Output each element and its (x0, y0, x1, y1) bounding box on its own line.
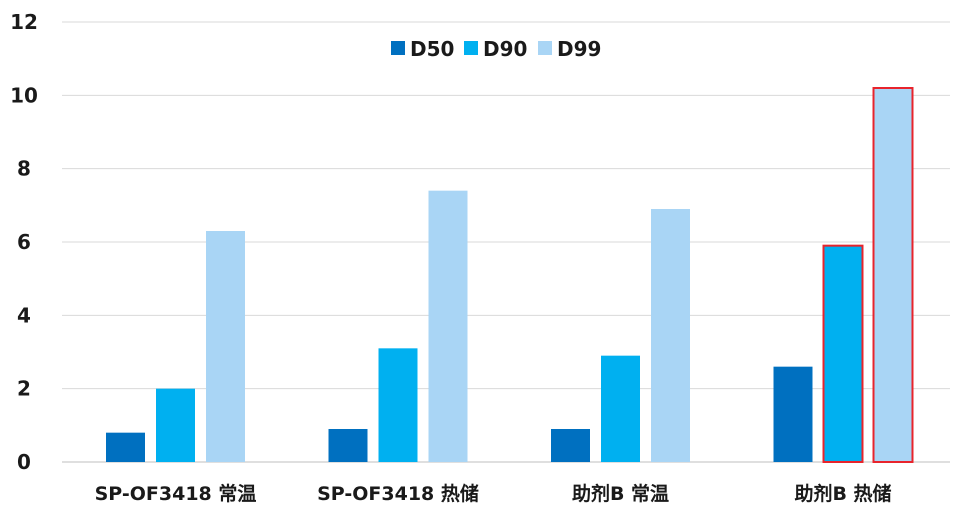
legend: D50 D90 D99 (391, 37, 601, 61)
legend-label-d50: D50 (410, 37, 454, 61)
bar-d50 (328, 429, 368, 462)
bars (106, 87, 914, 463)
bar-d99 (651, 209, 690, 462)
bar-d50 (773, 366, 813, 462)
grid-lines (62, 21, 950, 463)
bar-d99 (428, 190, 468, 462)
bar-d99-highlighted (872, 87, 914, 463)
legend-swatch-d90 (464, 41, 478, 55)
bar-d50 (106, 432, 145, 462)
y-tick-label: 6 (17, 230, 31, 254)
legend-label-d99: D99 (557, 37, 601, 61)
bar-d90 (378, 348, 418, 462)
legend-label-d90: D90 (483, 37, 527, 61)
y-tick-label: 4 (17, 303, 31, 327)
bar-d90 (601, 355, 640, 462)
x-category-label: SP-OF3418 热储 (317, 482, 479, 505)
legend-swatch-d99 (538, 41, 552, 55)
bar-d99 (206, 231, 245, 462)
x-category-label: 助剂B 常温 (572, 482, 669, 505)
y-tick-label: 0 (17, 450, 31, 474)
bar-d90-highlighted (822, 244, 864, 463)
y-axis-tick-labels: 0 2 4 6 8 10 12 (10, 10, 38, 474)
x-axis-category-labels: SP-OF3418 常温 SP-OF3418 热储 助剂B 常温 助剂B 热储 (95, 482, 892, 505)
bar-d90 (156, 388, 195, 462)
y-tick-label: 10 (10, 83, 38, 107)
bar-d50 (551, 429, 590, 462)
y-tick-label: 8 (17, 157, 31, 181)
x-category-label: 助剂B 热储 (794, 482, 891, 505)
legend-swatch-d50 (391, 41, 405, 55)
x-category-label: SP-OF3418 常温 (95, 482, 257, 505)
y-tick-label: 2 (17, 377, 31, 401)
y-tick-label: 12 (10, 10, 38, 34)
